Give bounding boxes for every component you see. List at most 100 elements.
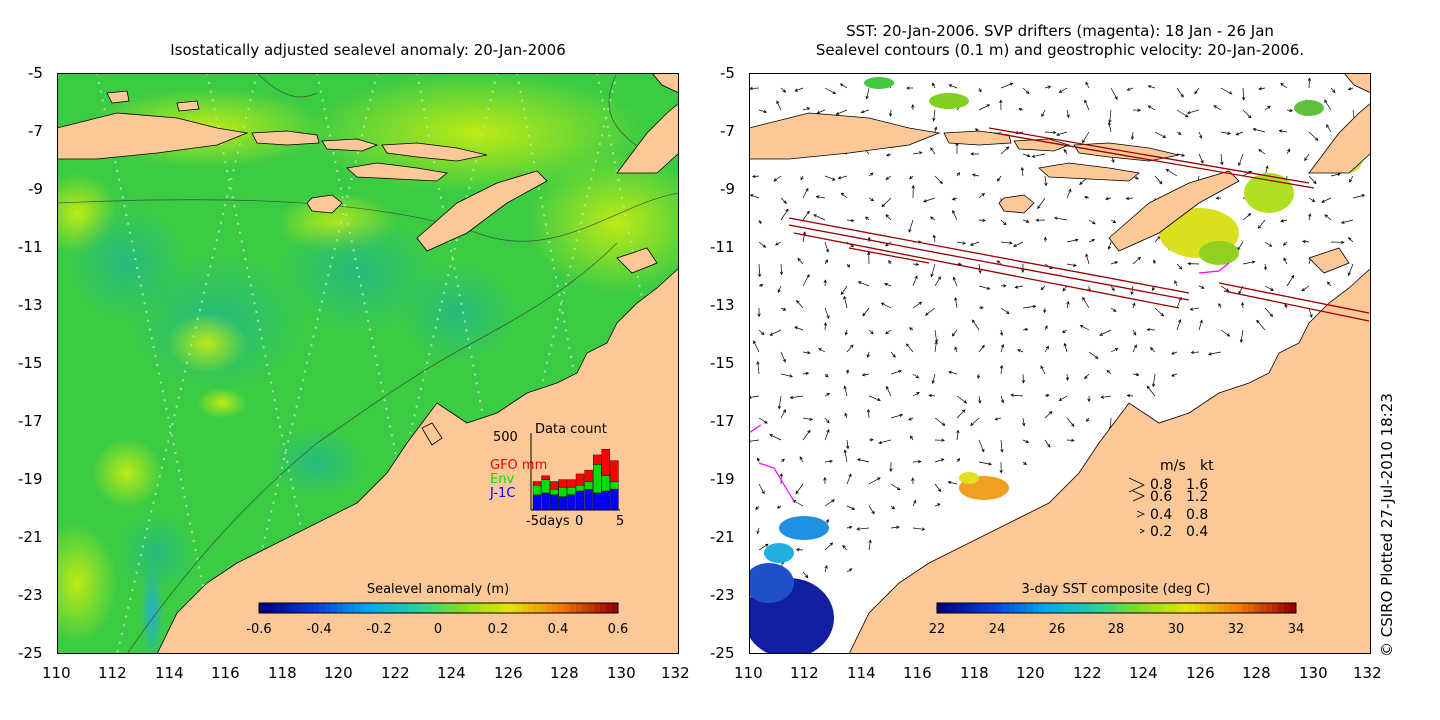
velocity-arrow xyxy=(839,83,848,89)
sst-colorbar-swatch xyxy=(1092,603,1100,613)
velocity-arrow xyxy=(1017,349,1024,353)
velocity-arrow xyxy=(846,218,855,223)
velocity-arrow xyxy=(794,87,804,92)
velocity-arrow xyxy=(956,457,960,463)
velocity-arrow xyxy=(824,542,834,551)
velocity-arrow xyxy=(1035,218,1046,222)
right-x-tick: 122 xyxy=(1073,664,1102,682)
sst-colorbar-swatch xyxy=(1242,603,1249,613)
right-x-tick: 126 xyxy=(1186,664,1215,682)
data-count-bar-j1c xyxy=(558,496,567,511)
svg-text:0.8: 0.8 xyxy=(1150,477,1172,493)
data-count-bar-env xyxy=(575,485,585,492)
velocity-arrow xyxy=(758,417,768,424)
sealevel-colorbar-swatch xyxy=(414,603,422,613)
velocity-arrow xyxy=(999,461,1003,474)
velocity-arrow xyxy=(1280,219,1288,223)
velocity-arrow xyxy=(758,543,769,551)
velocity-arrow xyxy=(1220,329,1231,337)
left-y-tick: -11 xyxy=(18,238,43,256)
sealevel-colorbar-swatch xyxy=(474,603,481,613)
velocity-arrow xyxy=(856,458,870,463)
sst-colorbar-swatch xyxy=(1236,603,1243,613)
velocity-arrow xyxy=(868,477,881,485)
velocity-arrow xyxy=(802,107,811,111)
sst-colorbar-swatch xyxy=(1248,603,1255,613)
sealevel-colorbar-swatch xyxy=(294,603,302,613)
velocity-arrow xyxy=(776,505,782,509)
velocity-arrow xyxy=(1352,194,1366,199)
sst-colorbar-swatch xyxy=(937,603,944,613)
sealevel-colorbar-swatch xyxy=(504,603,511,613)
sst-colorbar-swatch xyxy=(1188,603,1195,613)
sst-colorbar-swatch xyxy=(1176,603,1183,613)
velocity-arrow xyxy=(824,241,830,253)
velocity-arrow xyxy=(1022,439,1030,444)
velocity-arrow xyxy=(1044,175,1048,187)
left-x-tick: 114 xyxy=(155,664,184,682)
sst-colorbar-swatch xyxy=(954,603,962,613)
velocity-arrow xyxy=(1198,131,1203,139)
velocity-arrow xyxy=(866,351,870,358)
velocity-arrow xyxy=(1044,345,1049,353)
velocity-arrow xyxy=(1000,439,1004,453)
data-count-bar-j1c xyxy=(575,490,585,511)
velocity-arrow xyxy=(932,234,936,243)
right-x-tick: 116 xyxy=(903,664,932,682)
right-y-tick: -7 xyxy=(720,122,735,140)
svg-text:0.2: 0.2 xyxy=(488,622,509,637)
velocity-arrow xyxy=(999,99,1003,111)
sealevel-colorbar-swatch xyxy=(516,603,523,613)
velocity-arrow xyxy=(1106,369,1112,375)
velocity-arrow xyxy=(824,393,831,397)
velocity-arrow xyxy=(1086,417,1090,423)
velocity-arrow xyxy=(802,187,809,199)
velocity-arrow xyxy=(905,343,914,353)
sealevel-colorbar-swatch xyxy=(288,603,296,613)
velocity-arrow xyxy=(912,373,920,379)
velocity-arrow xyxy=(951,329,958,337)
velocity-arrow xyxy=(1264,105,1271,111)
sealevel-colorbar-swatch xyxy=(348,603,356,613)
velocity-arrow xyxy=(884,282,892,287)
sealevel-colorbar-swatch xyxy=(306,603,314,613)
velocity-arrow xyxy=(824,417,830,424)
velocity-arrow xyxy=(1126,87,1134,91)
velocity-arrow xyxy=(1194,87,1200,95)
velocity-arrow xyxy=(1220,131,1231,135)
sealevel-colorbar-swatch xyxy=(420,603,428,613)
velocity-arrow xyxy=(951,197,958,201)
velocity-arrow xyxy=(948,370,958,375)
velocity-arrow xyxy=(932,82,936,89)
velocity-arrow xyxy=(865,87,870,100)
svg-text:26: 26 xyxy=(1049,622,1066,637)
left-y-tick: -17 xyxy=(18,412,43,430)
svg-text:24: 24 xyxy=(989,622,1006,637)
velocity-arrow xyxy=(1324,99,1332,111)
velocity-arrow xyxy=(1022,327,1029,332)
velocity-arrow xyxy=(1238,153,1244,167)
svg-text:0: 0 xyxy=(434,622,442,637)
velocity-arrow xyxy=(1066,263,1077,267)
velocity-arrow xyxy=(795,483,804,495)
velocity-arrow xyxy=(956,429,960,441)
data-count-bar-env xyxy=(601,475,610,492)
velocity-arrow xyxy=(912,151,923,155)
sst-colorbar-swatch xyxy=(1104,603,1112,613)
velocity-arrow xyxy=(934,438,945,442)
sst-colorbar-swatch xyxy=(1284,603,1291,613)
sealevel-colorbar-swatch xyxy=(438,603,445,613)
velocity-arrow xyxy=(1146,385,1156,397)
left-y-tick: -19 xyxy=(18,470,43,488)
velocity-arrow xyxy=(1132,108,1142,112)
velocity-arrow xyxy=(868,395,881,402)
right-y-tick: -25 xyxy=(710,644,735,662)
velocity-arrow xyxy=(777,395,782,410)
velocity-arrow xyxy=(1165,168,1178,177)
velocity-arrow xyxy=(843,385,848,397)
velocity-arrow xyxy=(1198,153,1204,164)
velocity-arrow xyxy=(1280,82,1288,89)
velocity-arrow xyxy=(865,216,870,221)
velocity-arrow xyxy=(878,439,892,445)
velocity-arrow xyxy=(1066,417,1075,427)
